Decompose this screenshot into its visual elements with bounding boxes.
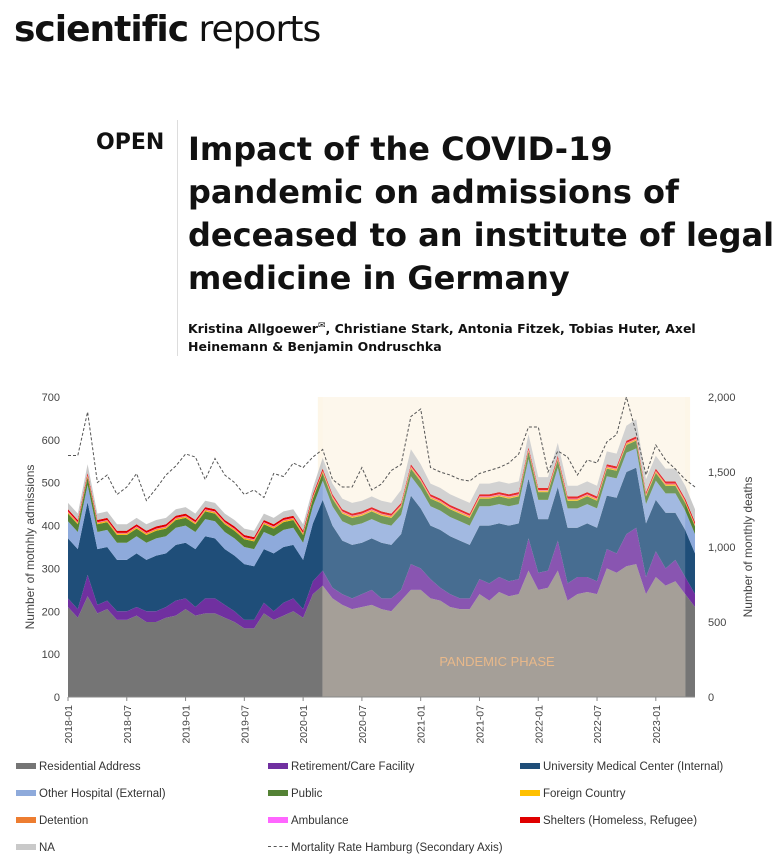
journal-name-bold: scientific (14, 9, 189, 50)
y2-tick-label: 500 (708, 617, 726, 629)
legend-label: Public (291, 788, 323, 800)
area-retirement-care-facility (68, 527, 695, 629)
title-divider (177, 120, 178, 356)
x-tick-label: 2020-07 (357, 705, 369, 744)
legend-label: Other Hospital (External) (39, 788, 166, 800)
legend-swatch (16, 789, 36, 796)
legend-label: NA (39, 842, 55, 854)
legend-swatch (16, 843, 36, 850)
legend-label: Foreign Country (543, 788, 626, 800)
x-tick-label: 2021-01 (416, 705, 428, 744)
legend-swatch (268, 762, 288, 769)
chart-legend: Residential Address Retirement/Care Facil… (16, 760, 782, 866)
legend-item: Shelters (Homeless, Refugee) (520, 814, 697, 828)
legend-swatch (16, 762, 36, 769)
legend-label: University Medical Center (Internal) (543, 761, 724, 773)
legend-item: Other Hospital (External) (16, 787, 166, 801)
legend-swatch (16, 816, 36, 823)
legend-label: Mortality Rate Hamburg (Secondary Axis) (291, 842, 503, 854)
x-tick-label: 2023-01 (651, 705, 663, 744)
legend-swatch (268, 789, 288, 796)
legend-item: Foreign Country (520, 787, 625, 801)
area-residential-address-post (685, 594, 695, 697)
x-tick-label: 2018-07 (122, 705, 134, 744)
y-tick-label: 700 (42, 392, 60, 404)
x-tick-label: 2019-07 (239, 705, 251, 744)
area-shelters-homeless-refugee (68, 436, 695, 540)
legend-label: Shelters (Homeless, Refugee) (543, 815, 698, 827)
article-title: Impact of the COVID-19 pandemic on admis… (188, 130, 775, 297)
area-public (68, 440, 695, 550)
y-tick-label: 200 (42, 606, 60, 618)
area-university-medical-center-internal (68, 467, 695, 620)
pandemic-overlay (322, 397, 686, 697)
mortality-rate-line (68, 395, 696, 502)
x-tick-label: 2020-01 (298, 705, 310, 744)
legend-item: Mortality Rate Hamburg (Secondary Axis) (268, 841, 503, 855)
legend-label: Retirement/Care Facility (291, 761, 415, 773)
legend-swatch (520, 762, 540, 769)
legend-item: Detention (16, 814, 88, 828)
x-tick-label: 2018-01 (63, 705, 75, 744)
area-residential-address-pandemic (322, 564, 686, 697)
legend-label: Detention (39, 815, 89, 827)
legend-item: Retirement/Care Facility (268, 760, 414, 774)
y-tick-label: 600 (42, 435, 60, 447)
legend-item: University Medical Center (Internal) (520, 760, 723, 774)
legend-item: NA (16, 841, 55, 855)
journal-name-regular: reports (198, 9, 322, 50)
legend-item: Public (268, 787, 322, 801)
y-tick-label: 0 (54, 692, 60, 704)
legend-swatch (520, 816, 540, 823)
y2-tick-label: 0 (708, 692, 714, 704)
y2-tick-label: 2,000 (708, 392, 736, 404)
legend-swatch (520, 789, 540, 796)
y-tick-label: 300 (42, 563, 60, 575)
x-tick-label: 2019-01 (181, 705, 193, 744)
admissions-chart: PANDEMIC PHASE 0 100 200 300 400 500 600 700 0 500… (23, 392, 755, 744)
y2-axis-title: Number of monthly deaths (741, 477, 755, 618)
legend-item: Ambulance (268, 814, 349, 828)
envelope-icon[interactable]: ✉ (317, 321, 326, 331)
legend-swatch (268, 846, 288, 848)
corresponding-author[interactable]: Kristina Allgoewer (188, 321, 318, 337)
x-tick-label: 2022-07 (592, 705, 604, 744)
area-other-hospital-external (68, 448, 695, 567)
y-tick-label: 100 (42, 649, 60, 661)
author-list: Kristina Allgoewer✉, Christiane Stark, A… (188, 317, 778, 356)
legend-label: Residential Address (39, 761, 141, 773)
y-axis-title: Number of motnhly admissions (23, 465, 37, 630)
y-tick-label: 400 (42, 521, 60, 533)
y2-tick-label: 1,000 (708, 542, 736, 554)
y-tick-label: 500 (42, 478, 60, 490)
open-access-badge: OPEN (96, 130, 165, 155)
co-authors: , Christiane Stark, Antonia Fitzek, Tobi… (188, 321, 696, 355)
legend-swatch (268, 816, 288, 823)
legend-label: Ambulance (291, 815, 349, 827)
pandemic-phase-label: PANDEMIC PHASE (439, 654, 555, 669)
y2-tick-label: 1,500 (708, 467, 736, 479)
area-na (68, 419, 695, 538)
area-residential-address-pre (68, 585, 323, 697)
x-tick-label: 2022-01 (533, 705, 545, 744)
journal-logo[interactable]: scientific reports (14, 6, 322, 54)
x-tick-label: 2021-07 (474, 705, 486, 744)
legend-item: Residential Address (16, 760, 141, 774)
